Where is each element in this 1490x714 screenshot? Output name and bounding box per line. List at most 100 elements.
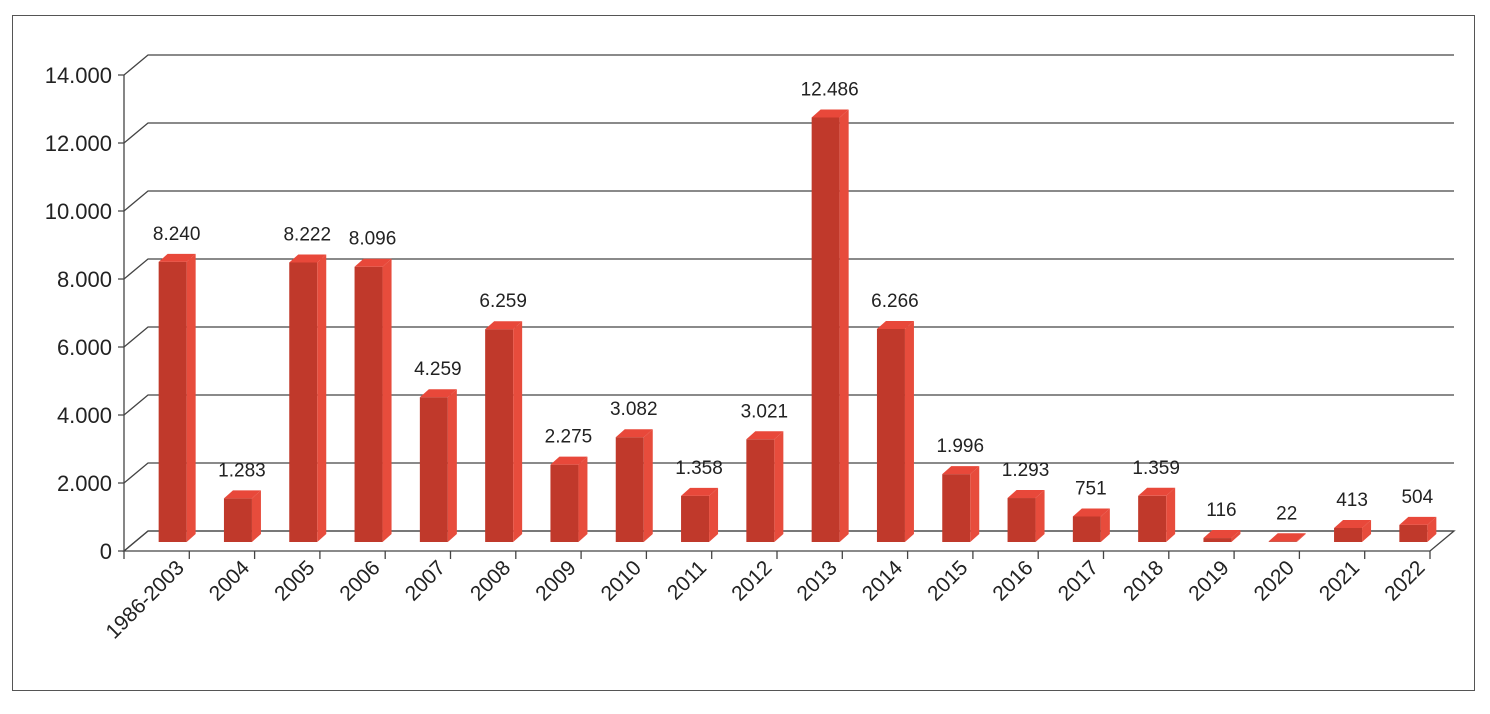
bar-front — [550, 464, 579, 542]
bar-side — [709, 487, 719, 542]
bar — [1072, 508, 1110, 542]
axis-layer — [122, 75, 1456, 559]
gridline — [118, 190, 1454, 212]
gridline — [118, 122, 1454, 144]
x-tick-label: 2011 — [663, 556, 711, 604]
bar — [811, 109, 849, 542]
chart-frame — [12, 15, 1475, 691]
bar-top — [354, 258, 392, 267]
bar-top — [615, 429, 653, 438]
x-tick-label: 2017 — [1054, 556, 1103, 605]
label-layer: 0 2.000 4.000 6.000 8.000 10.000 12.000 14.000 8… — [45, 63, 1434, 644]
bar — [1268, 533, 1306, 542]
bar-top — [1268, 533, 1306, 542]
x-tick-label: 2018 — [1119, 556, 1168, 605]
bar-front — [746, 439, 775, 542]
bar-side — [1100, 508, 1110, 542]
bar — [876, 320, 914, 542]
bar-top — [550, 456, 588, 465]
bar — [1334, 519, 1372, 542]
data-label: 12.486 — [801, 79, 859, 100]
bar-side — [839, 109, 849, 542]
bar-top — [419, 389, 457, 398]
gridline — [118, 54, 1454, 76]
bar-front — [1268, 541, 1297, 542]
bar — [1399, 516, 1437, 542]
bar-front — [876, 328, 905, 542]
bar-front — [1072, 516, 1101, 542]
y-tick-label: 0 — [100, 539, 112, 564]
bar-side — [1035, 490, 1045, 542]
bar — [1203, 530, 1241, 542]
bar-front — [681, 495, 710, 542]
bar — [550, 456, 588, 542]
bar — [158, 253, 196, 542]
gridline — [118, 394, 1454, 416]
x-tick-label: 1986-2003 — [102, 556, 189, 643]
bar — [485, 321, 523, 542]
data-label: 2.275 — [545, 427, 593, 448]
x-tick-label: 2022 — [1380, 556, 1429, 605]
data-label: 1.283 — [218, 460, 266, 481]
data-label: 22 — [1276, 503, 1297, 524]
x-tick-label: 2012 — [727, 556, 776, 605]
gridline — [118, 258, 1454, 280]
bar-front — [1007, 498, 1036, 542]
bar-side — [1427, 516, 1437, 542]
x-tick-label: 2021 — [1315, 556, 1364, 605]
bar-side — [317, 254, 327, 542]
bar-front — [811, 117, 840, 542]
gridline — [118, 326, 1454, 348]
y-tick-label: 12.000 — [45, 131, 112, 156]
y-tick-label: 8.000 — [57, 267, 112, 292]
bar-front — [354, 266, 383, 542]
data-label: 116 — [1206, 500, 1236, 521]
bar-side — [774, 431, 784, 542]
x-tick-label: 2019 — [1184, 556, 1233, 605]
bar-side — [1231, 530, 1241, 542]
data-label: 1.358 — [675, 458, 723, 479]
bar-side — [513, 321, 523, 542]
bar-side — [643, 429, 653, 542]
bar-top — [158, 253, 196, 262]
data-label: 8.096 — [349, 229, 397, 250]
bar-front — [1399, 524, 1428, 542]
y-tick-label: 4.000 — [57, 403, 112, 428]
bar-side — [447, 389, 457, 542]
bar-layer — [158, 109, 1437, 542]
bar-side — [578, 456, 588, 542]
bar-top — [746, 431, 784, 440]
bar — [615, 429, 653, 542]
bar-top — [485, 321, 523, 330]
data-label: 8.240 — [153, 224, 201, 245]
bar-top — [681, 487, 719, 496]
x-tick-label: 2014 — [858, 556, 908, 606]
bar — [1138, 487, 1176, 542]
data-label: 6.266 — [871, 291, 919, 312]
bar — [419, 389, 457, 542]
data-label: 3.021 — [741, 401, 789, 422]
bar-front — [1334, 527, 1363, 542]
bar-front — [158, 261, 187, 542]
bar — [354, 258, 392, 542]
floor-plane — [122, 530, 1456, 552]
x-tick-label: 2004 — [205, 556, 255, 606]
y-tick-label: 14.000 — [45, 63, 112, 88]
x-tick-label: 2006 — [335, 556, 384, 605]
x-tick-label: 2010 — [597, 556, 646, 605]
bar-top — [942, 466, 980, 475]
x-tick-label: 2008 — [466, 556, 515, 605]
x-tick-label: 2009 — [531, 556, 580, 605]
data-label: 3.082 — [610, 399, 658, 420]
bar-top — [223, 490, 261, 499]
bar-side — [904, 320, 914, 542]
data-label: 6.259 — [479, 291, 527, 312]
bar — [1007, 490, 1045, 542]
y-tick-label: 2.000 — [57, 471, 112, 496]
x-tick-label: 2013 — [793, 556, 842, 605]
bar-top — [1072, 508, 1110, 517]
bar-top — [1399, 516, 1437, 525]
bar-front — [419, 397, 448, 542]
gridline — [118, 462, 1454, 484]
x-tick-label: 2020 — [1250, 556, 1299, 605]
